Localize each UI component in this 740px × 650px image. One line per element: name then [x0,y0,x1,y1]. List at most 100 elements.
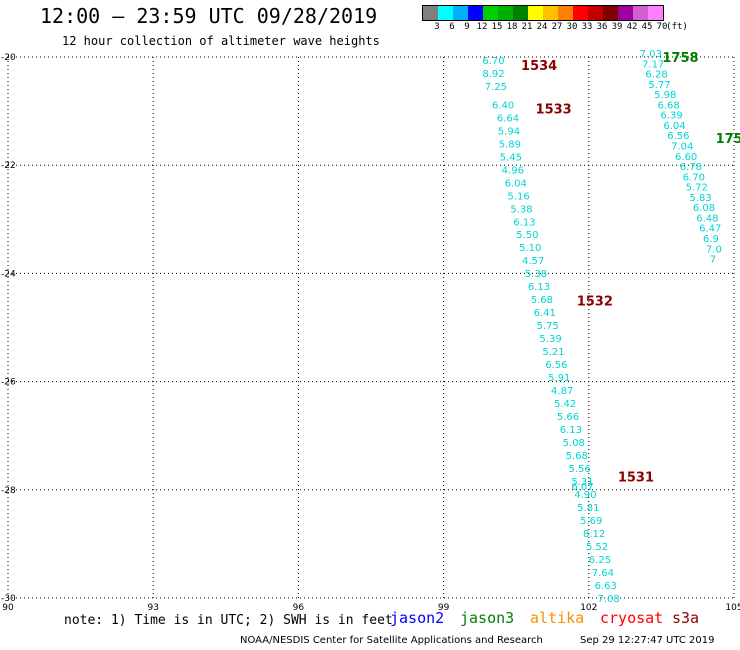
wave-height-value: 6.70 [482,56,504,67]
wave-height-value: 4.96 [502,165,524,176]
pass-number-label: 175 [716,132,740,147]
lat-tick-label: -28 [1,486,16,496]
wave-height-value: 5.31 [571,477,593,488]
lat-tick-label: -20 [1,53,16,63]
wave-height-value: 8.12 [583,529,605,540]
color-swatch [618,6,633,20]
wave-height-value: 5.89 [499,139,521,150]
legend-item-jason2: jason2 [390,609,445,627]
wave-height-value: 6.64 [497,113,519,124]
wave-height-value: 6.04 [505,178,527,189]
color-swatch [438,6,453,20]
wave-height-value: 7 [710,255,716,266]
wave-height-value: 6.13 [513,217,535,228]
wave-height-value: 5.98 [654,90,676,101]
color-swatch [648,6,663,20]
wave-height-value: 5.16 [507,191,529,202]
color-scale-label: 27 [551,22,563,32]
lon-tick-label: 90 [2,603,14,613]
wave-height-value: 6.39 [660,111,682,122]
wave-height-value: 7.17 [642,59,664,70]
color-swatch [513,6,528,20]
wave-height-value: 6.13 [528,282,550,293]
page-title: 12:00 – 23:59 UTC 09/28/2019 [40,4,378,28]
wave-height-value: 5.38 [525,269,547,280]
lon-tick-label: 99 [438,603,450,613]
wave-height-value: 6.60 [675,152,697,163]
wave-height-value: 5.56 [568,464,590,475]
color-swatch [468,6,483,20]
color-scale-label: 42 [626,22,638,32]
wave-height-value: 6.78 [680,162,702,173]
wave-height-value: 6.9 [703,234,719,245]
wave-height-value: 5.91 [548,373,570,384]
wave-height-value: 5.52 [586,542,608,553]
wave-height-value: 7.25 [485,82,507,93]
wave-height-value: 4.90 [574,490,596,501]
wave-height-value: 7.04 [671,142,693,153]
legend-item-s3a: s3a [672,609,700,627]
legend-item-jason3: jason3 [460,609,515,627]
pass-number-label: 1534 [521,59,557,74]
color-scale-label: 30 [566,22,578,32]
wave-height-value: 5.81 [577,503,599,514]
color-scale-label: 45 [641,22,653,32]
legend-item-cryosat: cryosat [600,609,664,627]
wave-height-value: 5.75 [537,321,559,332]
color-scale-label: (ft) [666,22,688,32]
wave-height-value: 6.63 [595,581,617,592]
color-scale-label: 3 [434,22,440,32]
wave-height-value: 5.38 [510,204,532,215]
color-swatch [588,6,603,20]
wave-height-value: 5.42 [554,399,576,410]
color-scale-label: 18 [506,22,518,32]
wave-height-value: 5.77 [648,80,670,91]
pass-number-label: 1531 [618,470,654,485]
wave-height-value: 7.64 [592,568,614,579]
lon-tick-label: 93 [147,603,158,613]
wave-height-value: 6.08 [693,203,715,214]
color-swatch [483,6,498,20]
color-swatch [558,6,573,20]
credit-text: NOAA/NESDIS Center for Satellite Applica… [240,635,543,646]
wave-height-value: 6.41 [534,308,556,319]
wave-height-value: 7.03 [640,49,662,60]
generated-timestamp: Sep 29 12:27:47 UTC 2019 [580,635,715,646]
lon-tick-label: 105 [725,603,740,613]
color-swatch [498,6,513,20]
legend-item-altika: altika [530,609,585,627]
wave-height-value: 6.70 [683,172,705,183]
wave-height-value: 4.57 [522,256,544,267]
wave-height-value: 6.40 [492,100,514,111]
color-scale-label: 9 [464,22,470,32]
color-scale-label: 39 [611,22,623,32]
wave-height-value: 5.50 [516,230,538,241]
pass-number-label: 1532 [577,294,613,309]
color-swatch [633,6,648,20]
color-scale-label: 21 [521,22,533,32]
lon-tick-label: 96 [293,603,305,613]
wave-height-value: 4.87 [551,386,573,397]
wave-height-value: 5.68 [531,295,553,306]
lat-tick-label: -22 [1,161,16,171]
color-swatch [528,6,543,20]
color-scale-bar [422,5,664,21]
wave-height-value: 5.21 [542,347,564,358]
wave-height-value: 6.25 [589,555,611,566]
wave-height-value: 5.66 [557,412,579,423]
wave-height-value: 6.28 [645,70,667,81]
wave-height-value: 6.56 [667,131,689,142]
wave-height-value: 5.69 [580,516,602,527]
color-scale-label: 70 [656,22,668,32]
wave-height-value: 5.39 [539,334,561,345]
wave-height-value: 5.08 [563,438,585,449]
color-swatch [603,6,618,20]
lon-tick-label: 102 [580,603,597,613]
wave-height-value: 7.08 [598,594,620,605]
wave-height-value: 5.72 [686,183,708,194]
lat-tick-label: -30 [1,594,16,604]
color-swatch [453,6,468,20]
color-scale-label: 24 [536,22,548,32]
wave-height-value: 6.47 [699,224,721,235]
